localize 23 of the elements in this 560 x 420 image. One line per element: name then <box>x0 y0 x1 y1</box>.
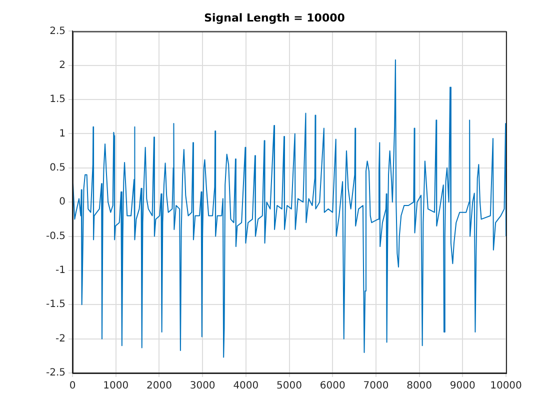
y-tick-label: 1 <box>59 128 66 140</box>
x-tick-label: 10000 <box>490 380 522 392</box>
x-tick-label: 8000 <box>406 380 432 392</box>
x-tick-label: 1000 <box>103 380 129 392</box>
y-tick-label: -1 <box>56 265 66 276</box>
x-tick-label: 2000 <box>146 380 172 392</box>
y-tick-label: 2.5 <box>50 26 66 37</box>
y-tick-label: -2.5 <box>46 368 66 379</box>
x-tick-label: 0 <box>69 380 76 392</box>
y-tick-label: -2 <box>56 333 66 344</box>
chart-title: Signal Length = 10000 <box>204 11 346 24</box>
x-tick-label: 4000 <box>233 380 259 392</box>
y-tick-label: 0 <box>59 196 66 208</box>
y-tick-label: -1.5 <box>46 299 66 310</box>
y-tick-label: -0.5 <box>46 230 66 242</box>
y-tick-label: 0.5 <box>50 162 66 174</box>
y-tick-label: 1.5 <box>50 94 66 106</box>
x-tick-label: 7000 <box>363 380 389 392</box>
y-tick-label: 2 <box>59 60 66 71</box>
x-tick-label: 3000 <box>190 380 216 392</box>
x-tick-label: 6000 <box>320 380 346 392</box>
x-tick-label: 9000 <box>450 380 476 392</box>
x-tick-label: 5000 <box>276 380 302 392</box>
